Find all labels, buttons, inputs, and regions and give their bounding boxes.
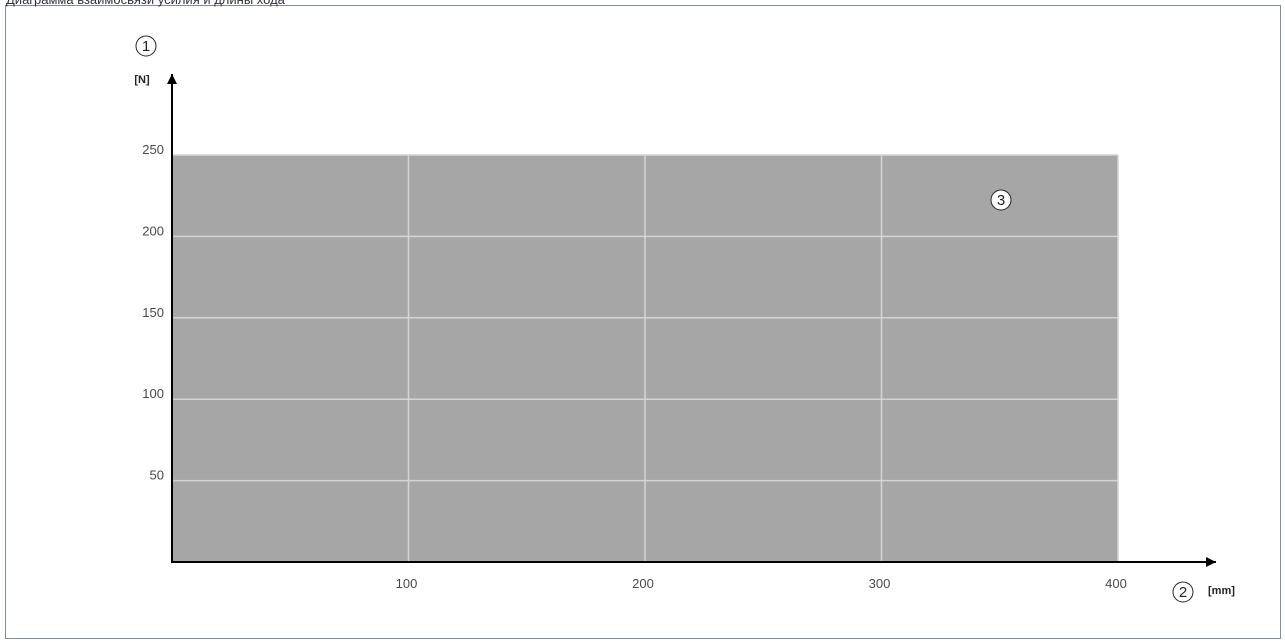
x-tick-label: 300 [869, 576, 891, 591]
grid-lines [172, 154, 1119, 562]
x-axis-unit: [mm] [1208, 585, 1235, 597]
y-tick-label: 250 [142, 142, 164, 157]
x-tick-label: 200 [632, 576, 654, 591]
callout-region: 3 [990, 189, 1012, 211]
y-tick-labels: 50 100 150 200 250 [142, 142, 164, 483]
y-tick-label: 200 [142, 223, 164, 238]
callout-x-axis: 2 [1172, 581, 1194, 603]
callout-x-axis-number: 2 [1179, 584, 1187, 601]
callout-region-number: 3 [997, 192, 1005, 209]
callout-y-axis: 1 [135, 35, 157, 57]
y-tick-label: 50 [150, 468, 164, 483]
callout-y-axis-number: 1 [142, 38, 150, 55]
x-tick-label: 100 [396, 576, 418, 591]
y-tick-label: 150 [142, 305, 164, 320]
x-tick-labels: 100 200 300 400 [396, 576, 1127, 591]
diagram-frame [5, 5, 1281, 639]
y-axis-unit: [N] [134, 74, 150, 86]
diagram-caption: Диаграмма взаимосвязи усилия и длины ход… [6, 0, 285, 8]
x-tick-label: 400 [1105, 576, 1127, 591]
y-tick-label: 100 [142, 386, 164, 401]
